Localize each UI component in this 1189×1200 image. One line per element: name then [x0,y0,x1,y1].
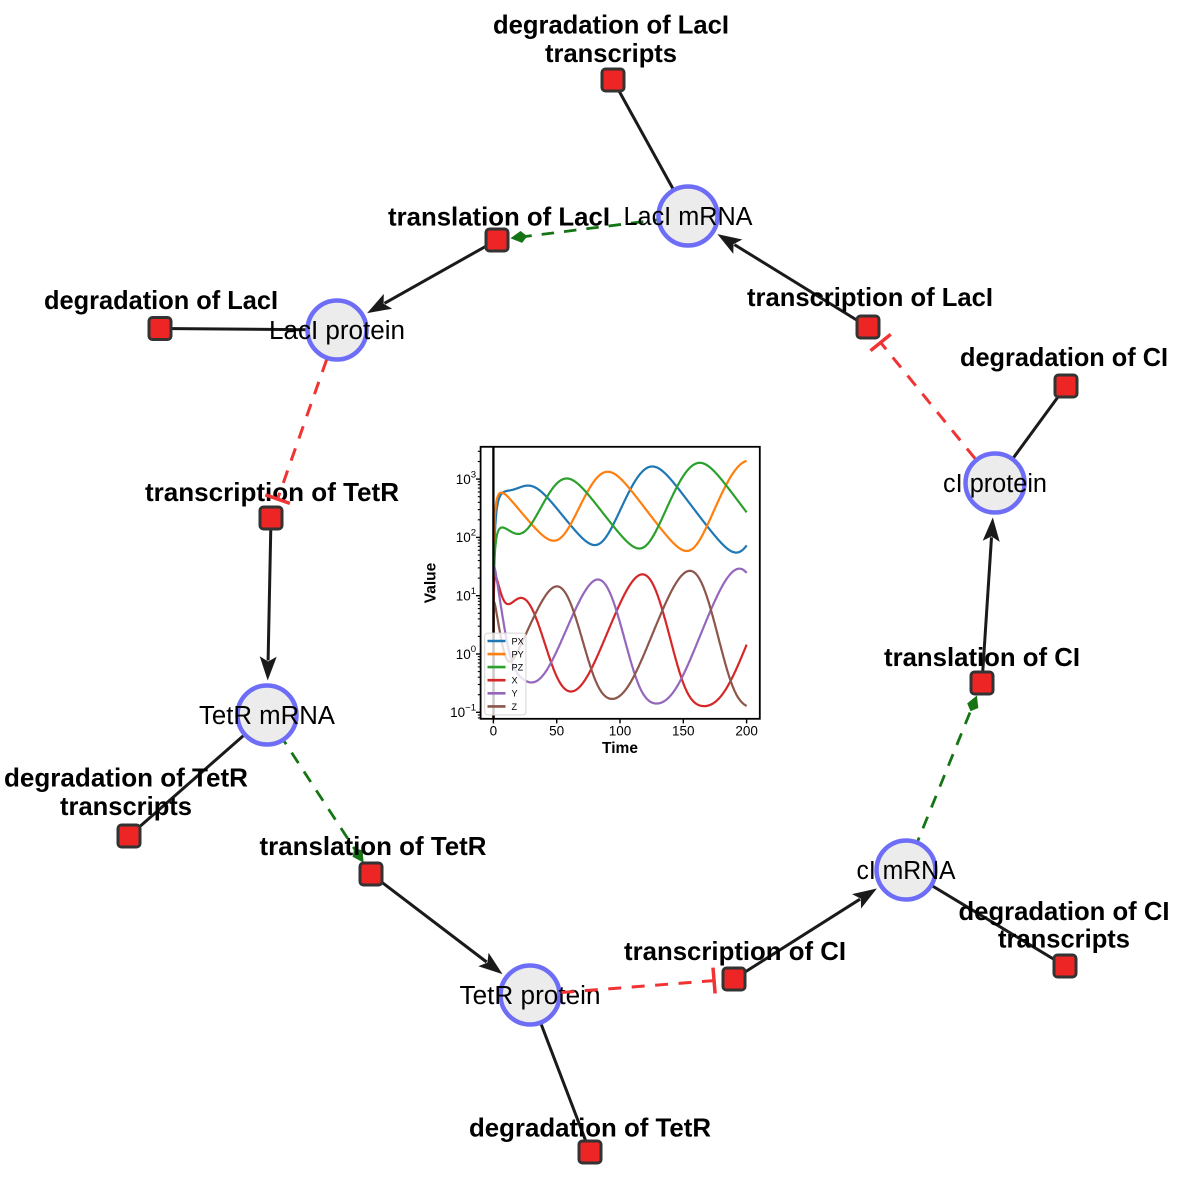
svg-text:0: 0 [490,724,498,739]
svg-text:degradation of LacI: degradation of LacI [44,287,278,315]
svg-text:LacI protein: LacI protein [269,317,405,345]
svg-text:transcripts: transcripts [998,926,1130,954]
svg-text:100: 100 [609,724,632,739]
svg-text:102: 102 [456,528,476,546]
svg-text:PY: PY [512,650,524,660]
svg-text:Z: Z [512,702,518,712]
svg-text:PX: PX [512,636,524,646]
svg-text:transcripts: transcripts [60,793,192,821]
svg-text:200: 200 [735,724,758,739]
svg-text:translation of LacI: translation of LacI [388,204,610,232]
svg-text:150: 150 [672,724,695,739]
svg-text:transcripts: transcripts [545,40,677,68]
svg-text:transcription of LacI: transcription of LacI [747,284,993,312]
svg-text:degradation of LacI: degradation of LacI [493,12,729,40]
svg-text:TetR mRNA: TetR mRNA [199,702,335,730]
svg-text:degradation of TetR: degradation of TetR [4,765,248,793]
svg-text:Y: Y [512,689,518,699]
svg-text:10−1: 10−1 [450,703,476,721]
svg-text:PZ: PZ [512,663,524,673]
svg-text:transcription of TetR: transcription of TetR [145,479,399,507]
svg-text:Value: Value [423,562,440,603]
svg-text:X: X [512,676,518,686]
svg-text:degradation of TetR: degradation of TetR [469,1115,711,1143]
svg-text:cI protein: cI protein [943,470,1047,498]
svg-text:degradation of CI: degradation of CI [959,898,1170,926]
svg-text:100: 100 [456,644,476,662]
svg-text:LacI mRNA: LacI mRNA [624,203,753,231]
svg-text:TetR protein: TetR protein [460,982,601,1010]
svg-text:50: 50 [549,724,564,739]
svg-text:101: 101 [456,586,476,604]
svg-text:cI mRNA: cI mRNA [857,857,956,885]
svg-text:transcription of CI: transcription of CI [624,938,846,966]
svg-text:degradation of CI: degradation of CI [960,344,1168,372]
svg-text:translation of TetR: translation of TetR [260,833,487,861]
svg-text:103: 103 [456,469,476,487]
svg-text:Time: Time [602,740,638,757]
svg-text:translation of CI: translation of CI [884,644,1080,672]
